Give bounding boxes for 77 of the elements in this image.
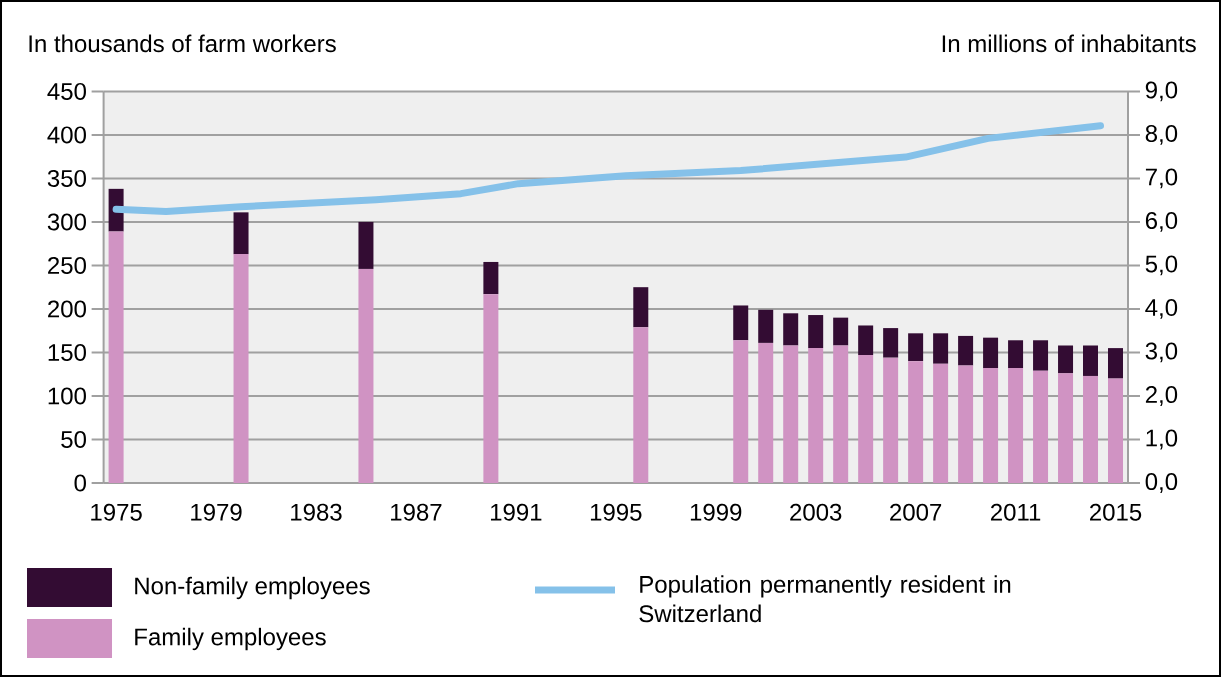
bar xyxy=(1008,368,1024,483)
bar xyxy=(958,335,974,366)
y-tick-label: 350 xyxy=(47,169,86,187)
y2-tick-label: 1,0 xyxy=(1146,429,1178,450)
bar xyxy=(1083,375,1099,483)
bar xyxy=(733,340,749,483)
bar xyxy=(633,327,649,483)
legend-label: Non-family employees xyxy=(135,576,370,600)
bar xyxy=(1083,345,1099,376)
x-tick-label: 2003 xyxy=(790,503,842,521)
x-tick-label: 2007 xyxy=(890,503,942,521)
bar xyxy=(1058,345,1074,374)
y-tick-label: 400 xyxy=(47,126,86,144)
y-tick-label: 50 xyxy=(61,430,86,448)
bar xyxy=(933,333,949,364)
y-tick-label: 450 xyxy=(47,82,86,100)
bar xyxy=(808,348,824,483)
legend-label: Family employees xyxy=(135,627,326,651)
bar xyxy=(108,231,124,483)
bar xyxy=(833,345,849,483)
y-tick-label: 250 xyxy=(48,256,86,274)
y2-tick-label: 5,0 xyxy=(1145,255,1178,276)
bar xyxy=(983,337,999,369)
y2-tick-label: 7,0 xyxy=(1145,168,1178,189)
x-tick-label: 1979 xyxy=(191,503,242,521)
bar xyxy=(908,361,924,483)
x-tick-label: 1987 xyxy=(391,503,442,521)
y2-tick-label: 6,0 xyxy=(1145,212,1178,232)
bar xyxy=(758,342,774,483)
bar xyxy=(233,254,249,483)
bar xyxy=(633,287,649,328)
y2-tick-label: 9,0 xyxy=(1145,81,1178,102)
bar xyxy=(483,294,499,483)
bar xyxy=(483,261,499,295)
y2-tick-label: 4,0 xyxy=(1145,299,1178,319)
bar xyxy=(1008,340,1024,369)
bar xyxy=(1108,348,1124,379)
bar xyxy=(883,357,899,483)
x-tick-label: 2015 xyxy=(1090,503,1142,521)
y2-axis-title: In millions of inhabitants xyxy=(942,34,1196,53)
x-tick-label: 1999 xyxy=(690,503,742,521)
bar xyxy=(908,333,924,362)
bar xyxy=(783,345,799,483)
x-tick-label: 1995 xyxy=(590,503,642,521)
y-axis-title: In thousands of farm workers xyxy=(29,34,336,53)
bar xyxy=(958,365,974,483)
y2-tick-label: 0,0 xyxy=(1145,473,1178,493)
y2-tick-label: 3,0 xyxy=(1145,342,1178,363)
x-tick-label: 1991 xyxy=(490,503,542,521)
bar xyxy=(1033,370,1049,483)
y-tick-label: 0 xyxy=(74,474,86,492)
bar xyxy=(783,313,799,346)
y-tick-label: 100 xyxy=(48,387,86,405)
bar xyxy=(883,328,899,358)
bar xyxy=(233,212,249,255)
y-tick-label: 200 xyxy=(48,300,86,318)
x-tick-label: 1975 xyxy=(91,503,142,521)
y-tick-label: 150 xyxy=(48,343,86,361)
bar xyxy=(1033,340,1049,371)
bar xyxy=(983,368,999,483)
x-tick-label: 2011 xyxy=(990,503,1041,521)
y2-tick-label: 8,0 xyxy=(1145,124,1178,145)
x-tick-label: 1983 xyxy=(291,503,342,521)
bar xyxy=(358,268,374,483)
bar xyxy=(833,317,849,346)
bar xyxy=(1058,373,1074,483)
legend-label: Population permanently resident in Switzerland xyxy=(639,575,1011,623)
y-tick-label: 300 xyxy=(47,213,86,231)
bar xyxy=(358,221,374,269)
bar xyxy=(858,355,874,483)
bar xyxy=(758,309,774,343)
y2-tick-label: 2,0 xyxy=(1145,386,1178,406)
bar xyxy=(1108,378,1124,483)
bar xyxy=(933,363,949,483)
bar xyxy=(808,315,824,349)
bar xyxy=(858,325,874,356)
bar xyxy=(733,305,749,341)
